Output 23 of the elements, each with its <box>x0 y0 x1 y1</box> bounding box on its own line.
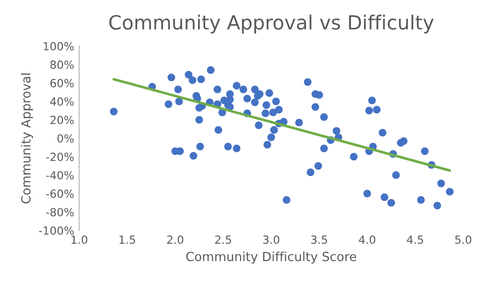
y-tick-label: -60% <box>46 190 74 198</box>
y-tick-label: -20% <box>46 152 74 162</box>
x-tick-label: 4.0 <box>358 235 376 244</box>
y-axis-title: Community Approval <box>20 74 34 204</box>
y-tick-label: -100% <box>39 226 74 235</box>
x-axis-title: Community Difficulty Score <box>186 252 356 264</box>
x-tick-label: 2.0 <box>167 235 184 244</box>
x-tick-label: 3.0 <box>263 235 280 244</box>
y-tick-label: 40% <box>50 97 74 106</box>
x-tick-label: 2.5 <box>215 235 232 244</box>
chart-title: Community Approval vs Difficulty <box>109 14 434 34</box>
x-tick-label: 3.5 <box>311 235 328 244</box>
x-tick-label: 5.0 <box>455 235 472 244</box>
y-tick-label: -80% <box>46 208 74 216</box>
x-tick-label: 1.0 <box>72 235 88 244</box>
y-tick-label: 20% <box>50 116 74 124</box>
y-tick-label: -40% <box>46 171 74 180</box>
y-tick-label: 80% <box>50 60 74 69</box>
y-tick-label: 100% <box>44 42 74 50</box>
y-tick-label: 60% <box>50 78 74 88</box>
y-tick-label: 0% <box>57 134 74 143</box>
x-tick-label: 4.5 <box>406 236 424 244</box>
x-tick-label: 1.5 <box>120 236 136 244</box>
